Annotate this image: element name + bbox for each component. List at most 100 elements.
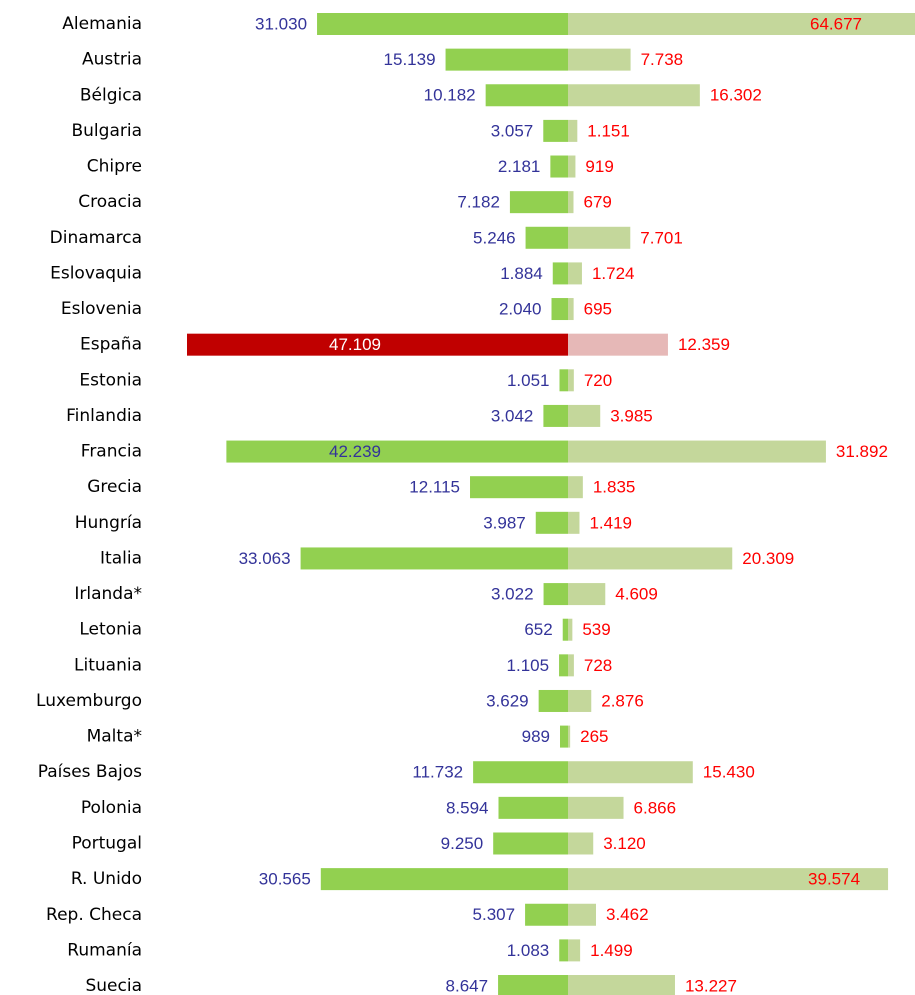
value-label: 3.629 — [486, 691, 529, 710]
category-label: Hungría — [75, 513, 142, 533]
bar — [300, 547, 568, 570]
bar — [525, 226, 568, 249]
bar — [568, 975, 675, 995]
value-label: 1.499 — [590, 941, 633, 960]
bar — [568, 404, 601, 427]
bar — [568, 618, 573, 641]
value-label: 2.040 — [499, 300, 542, 319]
value-label: 30.565 — [259, 870, 311, 889]
value-label: 1.051 — [507, 371, 550, 390]
bar — [559, 369, 568, 392]
category-label: Países Bajos — [38, 762, 142, 782]
value-label: 7.701 — [640, 228, 683, 247]
bar — [498, 975, 568, 995]
value-label: 2.181 — [498, 157, 541, 176]
bar — [226, 440, 569, 463]
bar — [559, 654, 568, 677]
category-label: Eslovenia — [61, 299, 142, 319]
value-label: 720 — [584, 371, 612, 390]
value-label: 728 — [584, 656, 612, 675]
category-label: Rumanía — [67, 940, 142, 960]
bar — [568, 84, 700, 107]
bar — [568, 654, 574, 677]
category-label: Malta* — [87, 727, 142, 747]
bar — [543, 119, 568, 142]
category-label: Bulgaria — [72, 121, 143, 141]
value-label: 11.732 — [412, 763, 463, 782]
category-label: Finlandia — [66, 406, 142, 426]
category-label: Eslovaquia — [50, 263, 142, 283]
category-label: Estonia — [79, 370, 142, 390]
category-label: Francia — [81, 442, 142, 462]
category-label: Alemania — [62, 14, 142, 34]
value-label: 5.246 — [473, 228, 516, 247]
bar — [543, 583, 568, 606]
value-label: 15.430 — [703, 763, 755, 782]
value-label: 20.309 — [742, 549, 794, 568]
category-label: Suecia — [85, 976, 142, 995]
bar — [560, 725, 568, 748]
category-label: Rep. Checa — [46, 905, 142, 925]
bar — [568, 939, 581, 962]
bar — [498, 796, 568, 819]
value-label: 33.063 — [239, 549, 291, 568]
bar — [559, 939, 568, 962]
bar — [509, 191, 568, 214]
bar — [470, 476, 568, 499]
value-label: 5.307 — [473, 905, 516, 924]
category-label: Polonia — [81, 798, 142, 818]
bar — [568, 689, 592, 712]
bar — [543, 404, 568, 427]
bar — [568, 333, 668, 356]
value-label: 16.302 — [710, 86, 762, 105]
value-label: 1.724 — [592, 264, 635, 283]
bar — [445, 48, 568, 71]
value-label: 15.139 — [384, 50, 436, 69]
bar — [552, 262, 568, 285]
value-label: 679 — [583, 193, 611, 212]
bar — [538, 689, 568, 712]
value-label: 64.677 — [810, 14, 862, 33]
value-label: 3.057 — [491, 121, 534, 140]
category-label: Chipre — [87, 157, 142, 177]
bar — [568, 903, 596, 926]
bar — [568, 13, 915, 35]
value-label: 7.182 — [457, 193, 500, 212]
value-label: 12.359 — [678, 335, 730, 354]
bar — [568, 832, 594, 855]
value-label: 10.182 — [424, 86, 476, 105]
value-label: 8.647 — [446, 976, 489, 995]
value-label: 47.109 — [329, 335, 381, 354]
value-label: 1.419 — [589, 513, 632, 532]
bar — [568, 155, 576, 178]
value-label: 3.120 — [603, 834, 646, 853]
bar — [187, 333, 568, 356]
bar — [320, 868, 568, 891]
bar — [551, 298, 568, 321]
category-label: Luxemburgo — [36, 691, 142, 711]
value-label: 4.609 — [615, 585, 658, 604]
value-label: 3.042 — [491, 406, 534, 425]
bar — [493, 832, 568, 855]
bar — [568, 298, 574, 321]
value-label: 13.227 — [685, 976, 737, 995]
bar — [568, 868, 889, 891]
value-label: 12.115 — [409, 478, 460, 497]
bar — [568, 796, 624, 819]
value-label: 919 — [585, 157, 613, 176]
value-label: 265 — [580, 727, 608, 746]
category-label: Grecia — [87, 477, 142, 497]
value-label: 1.083 — [507, 941, 550, 960]
value-label: 42.239 — [329, 442, 381, 461]
category-label: España — [80, 335, 142, 355]
value-label: 695 — [584, 300, 612, 319]
bar — [525, 903, 568, 926]
value-label: 3.985 — [610, 406, 653, 425]
value-label: 1.151 — [587, 121, 630, 140]
value-label: 31.892 — [836, 442, 888, 461]
bar — [568, 191, 574, 214]
category-label: Lituania — [74, 655, 142, 675]
value-label: 39.574 — [808, 870, 860, 889]
value-label: 652 — [524, 620, 552, 639]
